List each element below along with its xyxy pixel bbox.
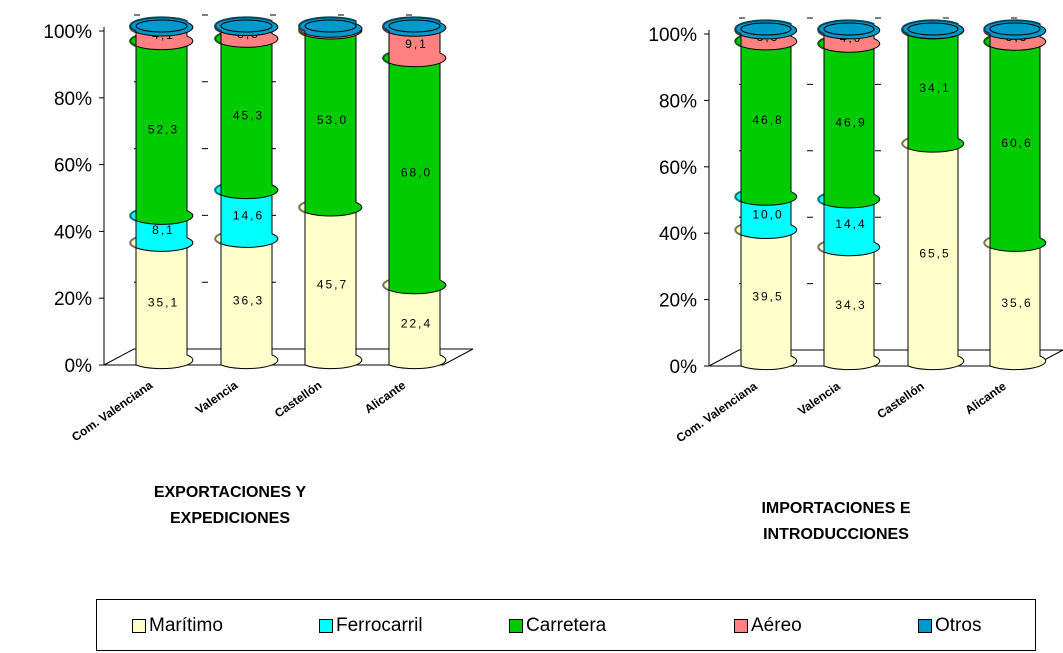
import-data-label: 14,4 bbox=[835, 217, 866, 231]
import-segment-edge bbox=[734, 19, 792, 35]
import-y-tick-label: 40% bbox=[659, 224, 697, 245]
import-bar-castellon: 65,5 34,1 bbox=[901, 19, 965, 371]
import-data-label: 10,0 bbox=[752, 207, 783, 221]
export-data-label: 52,3 bbox=[148, 122, 179, 136]
legend-swatch-otros bbox=[918, 619, 932, 633]
export-data-label: 53,0 bbox=[317, 113, 348, 127]
import-data-label: 34,1 bbox=[919, 81, 950, 95]
export-y-tick-label: 0% bbox=[65, 356, 93, 377]
import-category-label: Valencia bbox=[795, 379, 843, 418]
import-title-line: INTRODUCCIONES bbox=[763, 526, 909, 543]
export-category-label: Castellón bbox=[272, 378, 324, 420]
legend-label-otros: Otros bbox=[935, 615, 982, 636]
import-data-label: 65,5 bbox=[919, 246, 950, 260]
import-bar-com-valenciana: 39,510,046,83,3 bbox=[734, 19, 798, 371]
export-segment-edge bbox=[298, 16, 357, 32]
import-segment-edge bbox=[983, 19, 1041, 35]
export-data-label: 8,1 bbox=[152, 223, 175, 237]
export-data-label: 35,1 bbox=[148, 295, 179, 309]
import-category-label: Alicante bbox=[962, 379, 1009, 417]
legend-label-carretera: Carretera bbox=[526, 615, 607, 636]
import-y-tick-label: 80% bbox=[659, 91, 697, 112]
import-data-label: 34,3 bbox=[835, 298, 866, 312]
export-segment-edge bbox=[382, 16, 441, 32]
export-category-label: Com. Valenciana bbox=[69, 378, 155, 444]
export-data-label: 68,0 bbox=[401, 166, 432, 180]
import-bar-cap bbox=[823, 22, 875, 36]
legend-item-maritimo: Marítimo bbox=[132, 615, 223, 637]
import-data-label: 35,6 bbox=[1001, 296, 1032, 310]
import-bar-cap bbox=[989, 22, 1041, 36]
legend-item-otros: Otros bbox=[918, 615, 981, 637]
export-bar-castellon: 45,7 53,0 bbox=[298, 16, 363, 370]
export-y-tick-label: 40% bbox=[54, 222, 92, 243]
import-y-tick-label: 20% bbox=[659, 291, 697, 312]
export-y-tick-label: 20% bbox=[54, 289, 92, 310]
legend-item-aereo: Aéreo bbox=[734, 615, 802, 637]
import-bar-valencia: 34,314,446,94,0 bbox=[817, 19, 881, 371]
legend-item-carretera: Carretera bbox=[509, 615, 606, 637]
export-data-label: 45,7 bbox=[317, 278, 348, 292]
legend-label-aereo: Aéreo bbox=[751, 615, 802, 636]
export-bar-alicante: 22,4 68,0 9,1 bbox=[382, 16, 447, 370]
export-bar-valencia: 36,314,645,33,5 bbox=[214, 16, 279, 370]
import-data-label: 39,5 bbox=[752, 289, 783, 303]
legend-swatch-maritimo bbox=[132, 619, 146, 633]
import-data-label: 60,6 bbox=[1001, 136, 1032, 150]
export-bar-cap bbox=[220, 19, 273, 33]
legend-label-ferrocarril: Ferrocarril bbox=[336, 615, 423, 636]
legend: Marítimo Ferrocarril Carretera Aéreo Otr… bbox=[96, 599, 1036, 651]
chart-exportaciones: 0%20%40%60%80%100%35,18,152,34,1Com. Val… bbox=[43, 14, 474, 527]
import-data-label: 46,8 bbox=[752, 113, 783, 127]
export-y-tick-label: 80% bbox=[54, 89, 92, 110]
export-segment-edge bbox=[214, 16, 273, 32]
import-y-tick-label: 100% bbox=[648, 25, 697, 46]
legend-swatch-ferrocarril bbox=[319, 619, 333, 633]
legend-swatch-aereo bbox=[734, 619, 748, 633]
import-segment-edge bbox=[901, 19, 959, 35]
export-data-label: 14,6 bbox=[233, 208, 264, 222]
import-data-label: 46,9 bbox=[835, 115, 866, 129]
import-segment-edge bbox=[817, 19, 875, 35]
export-bar-cap bbox=[304, 19, 357, 33]
export-category-label: Valencia bbox=[193, 378, 241, 417]
export-data-label: 22,4 bbox=[401, 317, 432, 331]
export-title-line: EXPEDICIONES bbox=[170, 510, 290, 527]
import-title-line: IMPORTACIONES E bbox=[761, 500, 910, 517]
import-bar-cap bbox=[907, 22, 959, 36]
legend-swatch-carretera bbox=[509, 619, 523, 633]
export-data-label: 9,1 bbox=[405, 37, 428, 51]
export-category-label: Alicante bbox=[362, 378, 409, 416]
legend-item-ferrocarril: Ferrocarril bbox=[319, 615, 423, 637]
export-segment-edge bbox=[129, 16, 188, 32]
export-y-tick-label: 100% bbox=[43, 22, 92, 43]
export-bar-cap bbox=[388, 19, 441, 33]
legend-label-maritimo: Marítimo bbox=[149, 615, 223, 636]
export-data-label: 45,3 bbox=[233, 108, 264, 122]
import-category-label: Castellón bbox=[874, 379, 926, 421]
import-y-tick-label: 60% bbox=[659, 158, 697, 179]
export-data-label: 36,3 bbox=[233, 293, 264, 307]
export-bar-com-valenciana: 35,18,152,34,1 bbox=[129, 16, 194, 370]
import-category-label: Com. Valenciana bbox=[674, 379, 760, 445]
import-bar-alicante: 35,660,63,3 bbox=[983, 19, 1047, 371]
import-bar-cap bbox=[740, 22, 792, 36]
export-y-tick-label: 60% bbox=[54, 156, 92, 177]
export-bar-cap bbox=[135, 19, 188, 33]
export-title-line: EXPORTACIONES Y bbox=[154, 484, 307, 501]
import-y-tick-label: 0% bbox=[670, 357, 698, 378]
